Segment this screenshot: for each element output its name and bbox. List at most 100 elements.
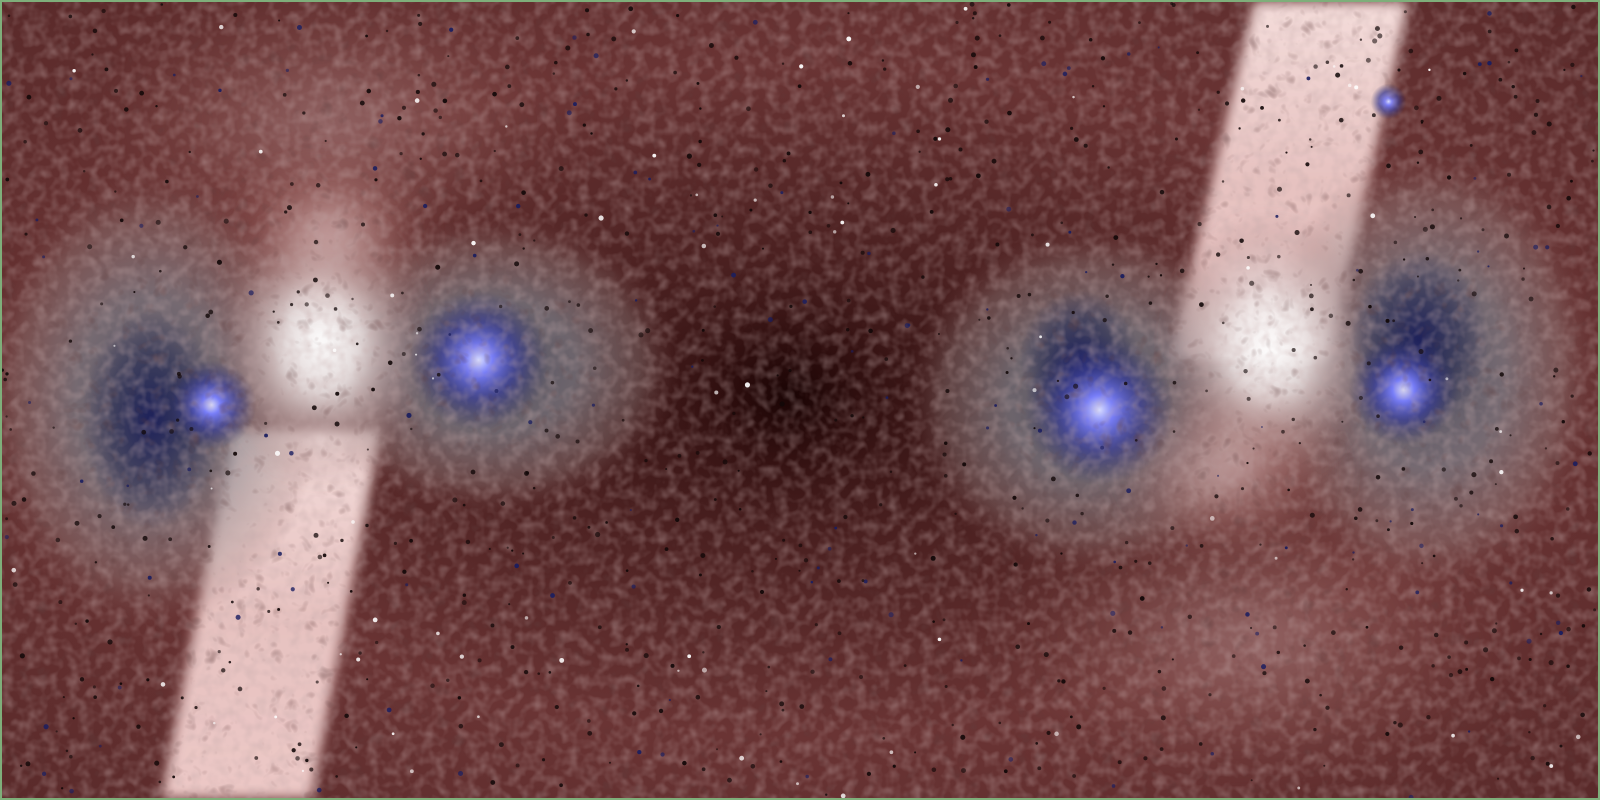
speckle: [1134, 559, 1138, 563]
speckle: [1015, 644, 1021, 650]
speckle: [731, 272, 737, 278]
speckle: [586, 32, 590, 37]
speckle: [386, 707, 392, 713]
speckle: [1428, 68, 1431, 72]
speckle: [194, 705, 198, 710]
speckle: [409, 769, 414, 774]
speckle: [1246, 461, 1249, 465]
speckle: [1372, 38, 1378, 44]
speckle: [1209, 516, 1215, 521]
speckle: [845, 328, 850, 332]
speckle: [289, 450, 294, 456]
speckle: [1514, 48, 1519, 53]
speckle: [1325, 705, 1330, 710]
speckle: [401, 352, 406, 357]
speckle: [1571, 4, 1576, 10]
speckle: [286, 205, 292, 211]
speckle: [3, 377, 7, 382]
speckle: [43, 121, 49, 126]
speckle: [165, 179, 169, 184]
speckle: [358, 651, 362, 655]
speckle: [1187, 614, 1193, 620]
speckle: [1032, 388, 1037, 393]
speckle: [431, 81, 437, 87]
speckle: [282, 92, 287, 97]
speckle: [933, 136, 938, 141]
speckle: [1401, 467, 1406, 471]
speckle: [948, 176, 953, 181]
speckle: [702, 651, 705, 654]
speckle: [515, 36, 520, 40]
speckle: [859, 675, 864, 679]
speckle: [344, 713, 349, 719]
speckle: [1246, 266, 1250, 270]
speckle: [573, 102, 577, 107]
speckle: [781, 62, 785, 65]
speckle: [1012, 495, 1017, 500]
speckle: [380, 114, 384, 118]
speckle: [131, 254, 135, 259]
speckle: [1303, 644, 1306, 647]
speckle: [414, 98, 420, 103]
speckle: [216, 259, 223, 265]
speckle: [1050, 476, 1056, 482]
speckle: [1037, 428, 1043, 433]
speckle: [4, 534, 9, 540]
speckle: [914, 552, 917, 555]
speckle: [1451, 733, 1455, 738]
speckle: [1544, 447, 1548, 450]
speckle: [978, 318, 981, 321]
speckle: [1113, 560, 1117, 564]
speckle: [233, 451, 238, 456]
speckle: [550, 593, 555, 598]
speckle: [1555, 593, 1561, 598]
speckle: [1487, 29, 1492, 34]
speckle: [415, 332, 419, 335]
speckle: [351, 520, 355, 524]
speckle: [366, 88, 372, 94]
speckle: [324, 139, 327, 143]
speckle: [1224, 101, 1230, 106]
speckle: [948, 97, 954, 103]
speckle: [522, 552, 525, 555]
speckle: [1294, 230, 1300, 236]
speckle: [1528, 731, 1531, 734]
speckle: [11, 567, 17, 573]
speckle: [418, 21, 423, 26]
speckle: [522, 247, 525, 250]
speckle: [401, 105, 407, 110]
speckle: [955, 20, 959, 25]
speckle: [1338, 117, 1344, 123]
speckle: [65, 749, 69, 753]
speckle: [477, 658, 482, 663]
speckle: [258, 149, 263, 154]
speckle: [366, 448, 369, 451]
speckle: [1170, 2, 1174, 6]
speckle: [830, 195, 835, 199]
speckle: [1105, 294, 1109, 298]
speckle: [882, 736, 886, 740]
speckle: [518, 233, 522, 236]
speckle: [1309, 512, 1315, 518]
speckle: [631, 29, 636, 34]
speckle: [1416, 275, 1419, 278]
speckle: [1347, 83, 1352, 88]
speckle: [915, 84, 920, 89]
speckle: [230, 600, 234, 604]
speckle: [1358, 395, 1363, 400]
speckle: [971, 16, 975, 20]
speckle: [810, 669, 815, 674]
speckle: [107, 639, 113, 645]
speckle: [1305, 162, 1310, 167]
speckle: [68, 14, 73, 19]
speckle: [72, 69, 76, 73]
speckle: [544, 428, 549, 433]
speckle: [210, 487, 213, 490]
speckle: [568, 300, 571, 303]
speckle: [888, 612, 894, 618]
speckle: [721, 215, 724, 218]
speckle: [2, 368, 4, 372]
speckle: [458, 723, 464, 729]
speckle: [126, 484, 130, 488]
speckle: [722, 459, 728, 465]
